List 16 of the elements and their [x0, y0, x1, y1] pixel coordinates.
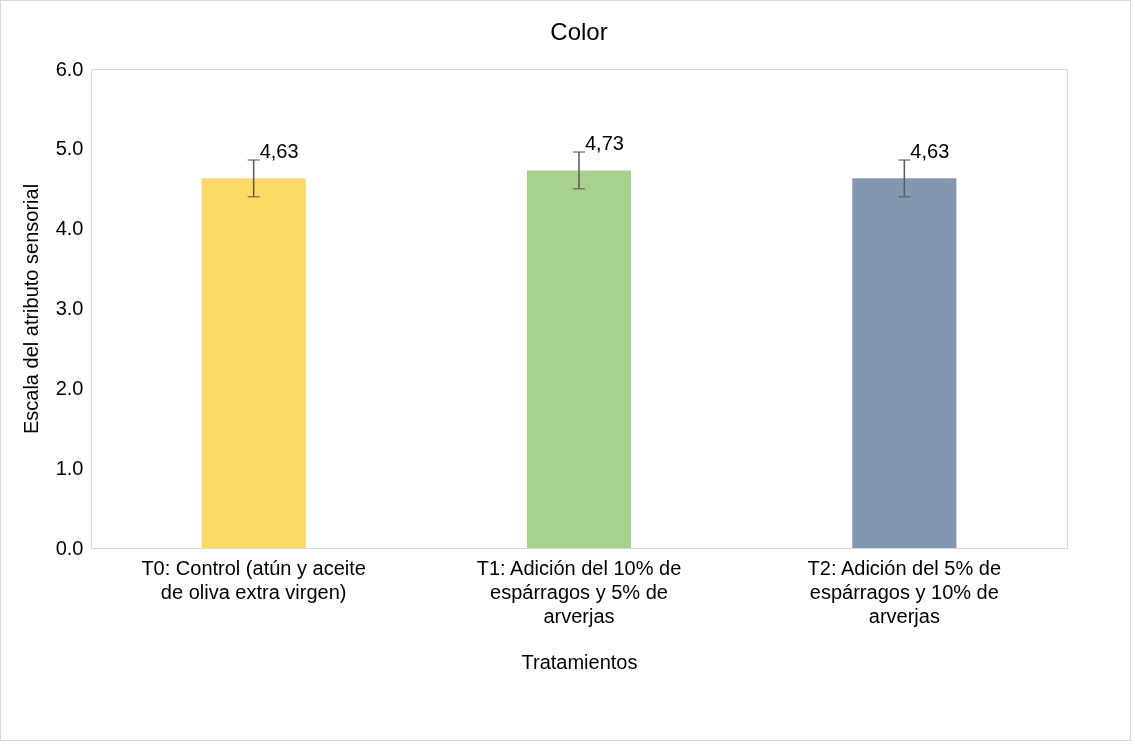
x-axis-title: Tratamientos — [521, 650, 638, 673]
y-axis-title: Escala del atributo sensorial — [19, 183, 42, 435]
data-label: 4,63 — [910, 140, 950, 163]
x-tick-label: T0: Control (atún y aceite de oliva extra virgen) — [141, 556, 366, 603]
y-tick-label: 6.0 — [55, 57, 84, 80]
x-tick-label: T2: Adición del 5% de espárragos y 10% de arverjas — [807, 556, 1002, 627]
y-tick-label: 1.0 — [55, 456, 84, 479]
data-label: 4,63 — [259, 140, 299, 163]
data-label: 4,73 — [585, 132, 624, 155]
chart-title: Color — [550, 18, 608, 45]
y-tick-label: 5.0 — [55, 137, 84, 160]
y-tick-label: 0.0 — [55, 536, 84, 559]
y-tick-label: 3.0 — [55, 297, 84, 319]
y-tick-label: 2.0 — [55, 376, 84, 399]
x-tick-label: T1: Adición del 10% de espárragos y 5% de arverjas — [476, 556, 682, 627]
y-tick-label: 4.0 — [55, 217, 84, 240]
